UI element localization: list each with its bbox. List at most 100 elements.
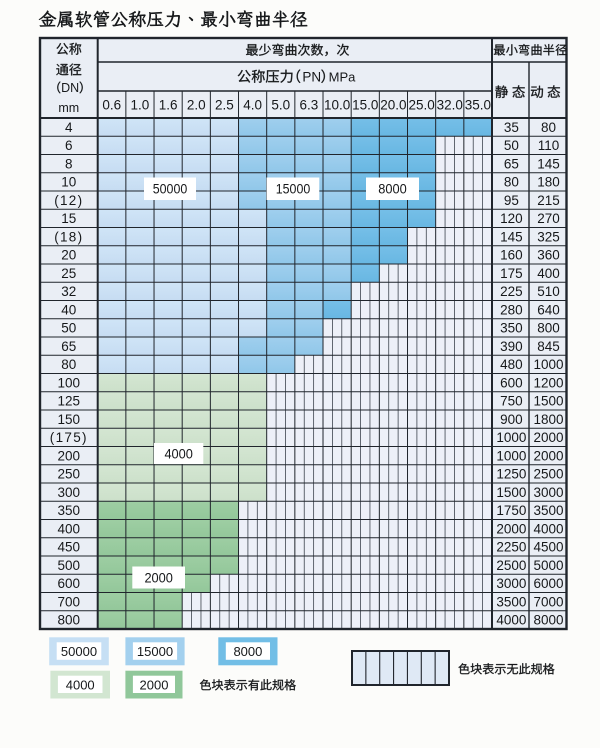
svg-text:640: 640 <box>537 302 560 317</box>
svg-text:360: 360 <box>537 248 560 263</box>
svg-text:25.0: 25.0 <box>408 97 434 112</box>
svg-text:1750: 1750 <box>496 503 526 518</box>
svg-text:10: 10 <box>61 175 76 190</box>
svg-text:900: 900 <box>500 412 523 427</box>
svg-text:800: 800 <box>58 613 81 628</box>
svg-text:65: 65 <box>504 156 519 171</box>
svg-text:0.6: 0.6 <box>102 97 121 112</box>
svg-text:700: 700 <box>58 594 81 609</box>
svg-text:8000: 8000 <box>533 613 563 628</box>
svg-text:175: 175 <box>500 266 523 281</box>
svg-text:20: 20 <box>61 248 76 263</box>
svg-text:400: 400 <box>537 266 560 281</box>
svg-text:(175): (175) <box>50 430 88 445</box>
svg-text:400: 400 <box>58 521 81 536</box>
svg-text:65: 65 <box>61 339 76 354</box>
svg-text:8000: 8000 <box>378 182 407 197</box>
svg-text:150: 150 <box>58 412 81 427</box>
svg-text:1.0: 1.0 <box>131 97 150 112</box>
svg-text:32.0: 32.0 <box>437 97 463 112</box>
svg-text:2000: 2000 <box>533 448 563 463</box>
svg-text:4500: 4500 <box>533 540 563 555</box>
svg-text:50000: 50000 <box>61 644 97 659</box>
svg-text:300: 300 <box>58 485 81 500</box>
svg-text:5000: 5000 <box>533 558 563 573</box>
svg-text:2000: 2000 <box>533 430 563 445</box>
svg-text:PN: PN <box>302 70 321 85</box>
svg-text:35.0: 35.0 <box>465 97 491 112</box>
svg-text:800: 800 <box>537 321 560 336</box>
svg-text:2000: 2000 <box>144 570 173 585</box>
svg-text:4.0: 4.0 <box>243 97 262 112</box>
svg-text:270: 270 <box>537 211 560 226</box>
svg-text:5.0: 5.0 <box>271 97 290 112</box>
svg-text:1500: 1500 <box>533 394 563 409</box>
svg-text:8: 8 <box>65 156 73 171</box>
svg-text:160: 160 <box>500 248 523 263</box>
svg-text:10.0: 10.0 <box>324 97 350 112</box>
svg-text:180: 180 <box>537 175 560 190</box>
svg-text:145: 145 <box>537 156 560 171</box>
svg-text:480: 480 <box>500 357 523 372</box>
svg-text:4: 4 <box>65 120 73 135</box>
svg-text:3500: 3500 <box>533 503 563 518</box>
svg-text:2000: 2000 <box>496 521 526 536</box>
svg-text:510: 510 <box>537 284 560 299</box>
svg-text:280: 280 <box>500 302 523 317</box>
svg-text:(12): (12) <box>54 193 83 208</box>
svg-text:2250: 2250 <box>496 540 526 555</box>
svg-text:(18): (18) <box>54 229 83 244</box>
svg-text:80: 80 <box>61 357 76 372</box>
svg-text:4000: 4000 <box>533 521 563 536</box>
svg-text:145: 145 <box>500 229 523 244</box>
svg-text:7000: 7000 <box>533 594 563 609</box>
svg-text:4000: 4000 <box>164 446 193 461</box>
svg-text:95: 95 <box>504 193 519 208</box>
svg-text:450: 450 <box>58 540 81 555</box>
svg-text:15.0: 15.0 <box>352 97 378 112</box>
svg-text:2.0: 2.0 <box>187 97 206 112</box>
svg-text:6000: 6000 <box>533 576 563 591</box>
svg-text:15: 15 <box>61 211 76 226</box>
svg-text:15000: 15000 <box>276 182 311 197</box>
svg-text:100: 100 <box>58 375 81 390</box>
svg-text:3000: 3000 <box>533 485 563 500</box>
svg-text:125: 125 <box>58 394 81 409</box>
svg-text:200: 200 <box>58 448 81 463</box>
svg-text:600: 600 <box>500 375 523 390</box>
svg-text:120: 120 <box>500 211 523 226</box>
svg-text:80: 80 <box>541 120 556 135</box>
svg-text:110: 110 <box>538 138 560 153</box>
svg-text:1000: 1000 <box>496 430 526 445</box>
svg-text:50: 50 <box>504 138 519 153</box>
svg-text:50000: 50000 <box>153 182 188 197</box>
svg-text:15000: 15000 <box>137 644 173 659</box>
svg-text:750: 750 <box>500 394 523 409</box>
svg-text:6: 6 <box>65 138 73 153</box>
svg-text:4000: 4000 <box>496 613 526 628</box>
svg-text:3500: 3500 <box>496 594 526 609</box>
svg-text:MPa: MPa <box>329 70 357 85</box>
svg-text:250: 250 <box>58 467 81 482</box>
svg-text:25: 25 <box>61 266 76 281</box>
svg-text:1200: 1200 <box>533 375 563 390</box>
svg-text:1500: 1500 <box>496 485 526 500</box>
svg-text:2000: 2000 <box>140 677 169 692</box>
svg-text:1000: 1000 <box>533 357 563 372</box>
svg-text:32: 32 <box>61 284 76 299</box>
svg-text:50: 50 <box>61 321 76 336</box>
svg-text:1.6: 1.6 <box>159 97 178 112</box>
svg-text:2500: 2500 <box>533 467 563 482</box>
svg-text:mm: mm <box>58 101 79 115</box>
svg-text:3000: 3000 <box>496 576 526 591</box>
svg-text:845: 845 <box>537 339 560 354</box>
svg-text:225: 225 <box>500 284 523 299</box>
svg-text:20.0: 20.0 <box>380 97 406 112</box>
svg-text:325: 325 <box>537 229 560 244</box>
svg-text:500: 500 <box>58 558 81 573</box>
svg-text:1800: 1800 <box>533 412 563 427</box>
svg-text:215: 215 <box>537 193 560 208</box>
svg-text:8000: 8000 <box>233 644 262 659</box>
svg-text:6.3: 6.3 <box>300 97 319 112</box>
svg-text:390: 390 <box>500 339 523 354</box>
